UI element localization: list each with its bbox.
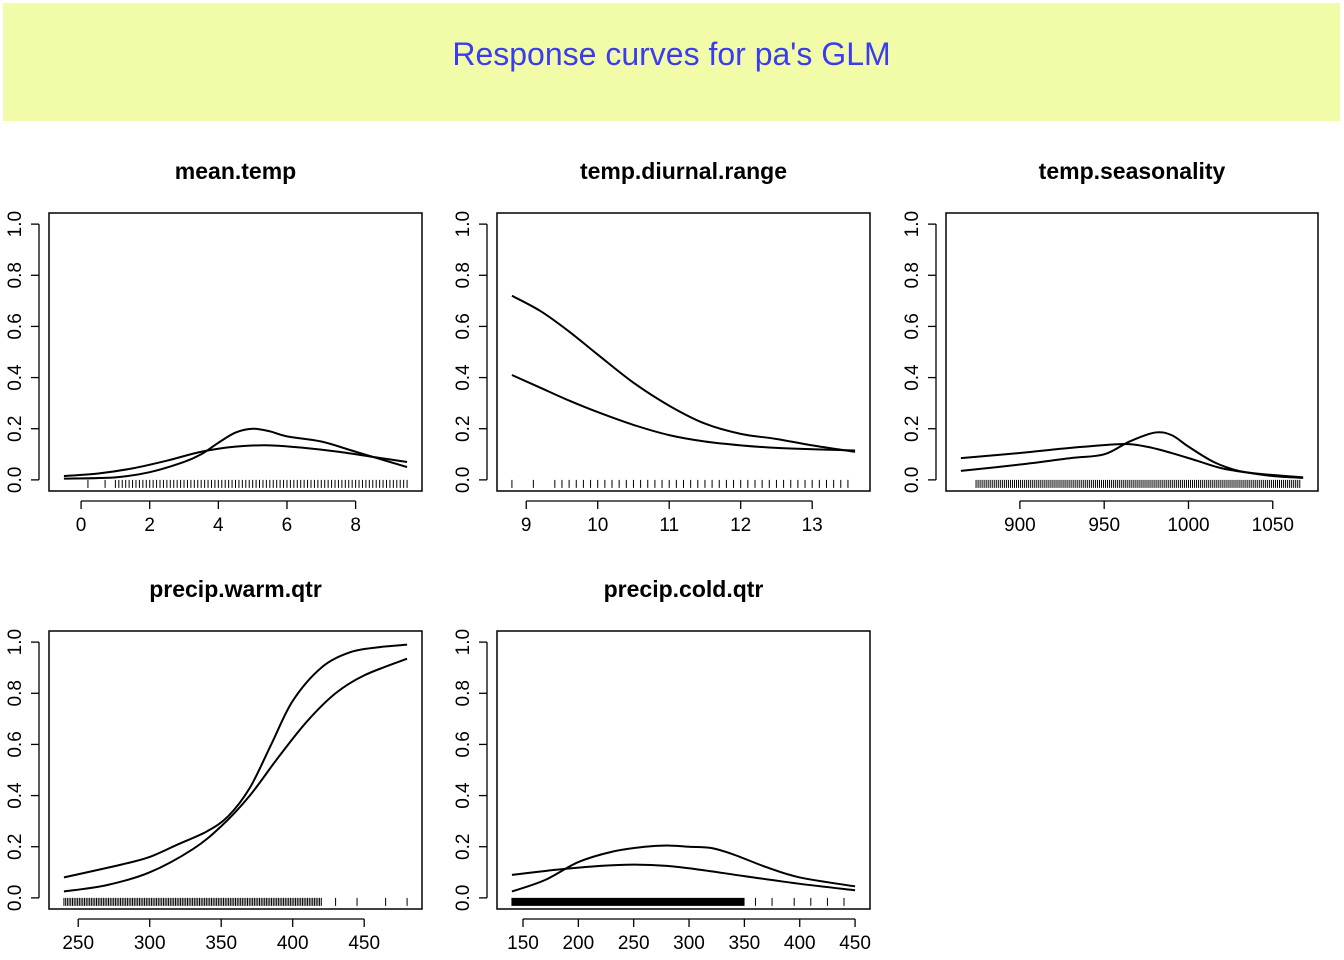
y-tick-label: 0.6 bbox=[453, 313, 474, 339]
y-tick-label: 0.8 bbox=[902, 262, 923, 288]
x-tick-label: 12 bbox=[730, 515, 751, 536]
panel-title: mean.temp bbox=[175, 158, 296, 184]
y-tick-label: 1.0 bbox=[5, 211, 26, 237]
y-tick-label: 0.8 bbox=[453, 262, 474, 288]
panel-title: precip.warm.qtr bbox=[149, 576, 322, 602]
y-tick-label: 0.2 bbox=[453, 416, 474, 442]
x-tick-label: 300 bbox=[673, 933, 705, 954]
plot-frame bbox=[496, 212, 871, 492]
response-curve-2 bbox=[511, 374, 856, 452]
x-tick-label: 0 bbox=[76, 515, 87, 536]
response-curve-2 bbox=[960, 443, 1304, 479]
panel-2: temp.diurnal.range 9 10 11 12 13 0.0 0.2 0.4 0.6 0… bbox=[453, 158, 871, 536]
panel-1: mean.temp 0 2 4 6 8 0.0 0.2 0.4 0.6 0.8 1.0 bbox=[5, 158, 423, 536]
response-curve-1 bbox=[511, 844, 856, 893]
y-tick-label: 0.6 bbox=[902, 313, 923, 339]
y-tick-label: 0.8 bbox=[5, 680, 26, 706]
y-tick-label: 1.0 bbox=[5, 629, 26, 655]
x-tick-label: 150 bbox=[507, 933, 539, 954]
x-tick-label: 2 bbox=[144, 515, 155, 536]
x-tick-label: 1000 bbox=[1167, 515, 1209, 536]
y-tick-label: 0.8 bbox=[5, 262, 26, 288]
x-tick-label: 400 bbox=[277, 933, 309, 954]
plot-frame bbox=[48, 630, 423, 910]
rug-marks bbox=[63, 897, 408, 906]
y-tick-label: 0.6 bbox=[5, 731, 26, 757]
x-tick-label: 950 bbox=[1088, 515, 1120, 536]
x-tick-label: 6 bbox=[282, 515, 293, 536]
y-tick-label: 0.2 bbox=[5, 416, 26, 442]
y-tick-label: 0.6 bbox=[5, 313, 26, 339]
response-curve-2 bbox=[63, 444, 408, 478]
x-tick-label: 200 bbox=[562, 933, 594, 954]
rug-marks bbox=[975, 479, 1301, 488]
plot-frame bbox=[48, 212, 423, 492]
response-curve-1 bbox=[511, 294, 856, 453]
y-tick-label: 1.0 bbox=[902, 211, 923, 237]
x-tick-label: 350 bbox=[729, 933, 761, 954]
y-tick-label: 0.8 bbox=[453, 680, 474, 706]
panel-3: temp.seasonality 900 950 1000 1050 0.0 0.2 0.4 0… bbox=[902, 158, 1319, 536]
y-tick-label: 0.4 bbox=[453, 364, 474, 391]
rug-marks bbox=[511, 897, 845, 906]
y-tick-label: 0.0 bbox=[902, 467, 923, 493]
panel-5: precip.cold.qtr 150 200 250 300 350 400 450 0.0 0… bbox=[453, 576, 871, 954]
plot-frame bbox=[496, 630, 871, 910]
panel-title: precip.cold.qtr bbox=[604, 576, 764, 602]
panel-title: temp.diurnal.range bbox=[580, 158, 787, 184]
y-tick-label: 1.0 bbox=[453, 629, 474, 655]
y-tick-label: 0.2 bbox=[5, 834, 26, 860]
panel-4: precip.warm.qtr 250 300 350 400 450 0.0 0.2 0.4 0… bbox=[5, 576, 423, 954]
y-tick-label: 0.2 bbox=[902, 416, 923, 442]
x-tick-label: 9 bbox=[521, 515, 532, 536]
y-tick-label: 0.4 bbox=[453, 782, 474, 809]
x-tick-label: 450 bbox=[348, 933, 380, 954]
title-banner: Response curves for pa's GLM bbox=[3, 3, 1340, 121]
response-curve-1 bbox=[960, 431, 1304, 479]
y-tick-label: 0.0 bbox=[5, 467, 26, 493]
rug-marks bbox=[511, 479, 849, 488]
x-tick-label: 250 bbox=[618, 933, 650, 954]
y-tick-label: 0.6 bbox=[453, 731, 474, 757]
x-tick-label: 4 bbox=[213, 515, 224, 536]
rug-marks bbox=[87, 479, 408, 488]
x-tick-label: 300 bbox=[134, 933, 166, 954]
x-tick-label: 350 bbox=[205, 933, 237, 954]
y-tick-label: 0.4 bbox=[902, 364, 923, 391]
x-tick-label: 10 bbox=[587, 515, 608, 536]
y-tick-label: 1.0 bbox=[453, 211, 474, 237]
x-tick-label: 900 bbox=[1004, 515, 1036, 536]
response-curve-2 bbox=[63, 657, 408, 893]
plot-frame bbox=[945, 212, 1319, 492]
y-tick-label: 0.4 bbox=[5, 782, 26, 809]
x-tick-label: 400 bbox=[784, 933, 816, 954]
response-curve-1 bbox=[63, 643, 408, 879]
y-tick-label: 0.0 bbox=[5, 885, 26, 911]
response-curve-2 bbox=[511, 863, 856, 892]
y-tick-label: 0.0 bbox=[453, 885, 474, 911]
y-tick-label: 0.2 bbox=[453, 834, 474, 860]
x-tick-label: 250 bbox=[62, 933, 94, 954]
x-tick-label: 450 bbox=[839, 933, 871, 954]
x-tick-label: 11 bbox=[659, 515, 679, 536]
x-tick-label: 8 bbox=[350, 515, 361, 536]
x-tick-label: 13 bbox=[802, 515, 823, 536]
response-curve-1 bbox=[63, 427, 408, 480]
y-tick-label: 0.0 bbox=[453, 467, 474, 493]
y-tick-label: 0.4 bbox=[5, 364, 26, 391]
figure-title: Response curves for pa's GLM bbox=[452, 36, 891, 72]
x-tick-label: 1050 bbox=[1252, 515, 1294, 536]
panel-title: temp.seasonality bbox=[1039, 158, 1226, 184]
